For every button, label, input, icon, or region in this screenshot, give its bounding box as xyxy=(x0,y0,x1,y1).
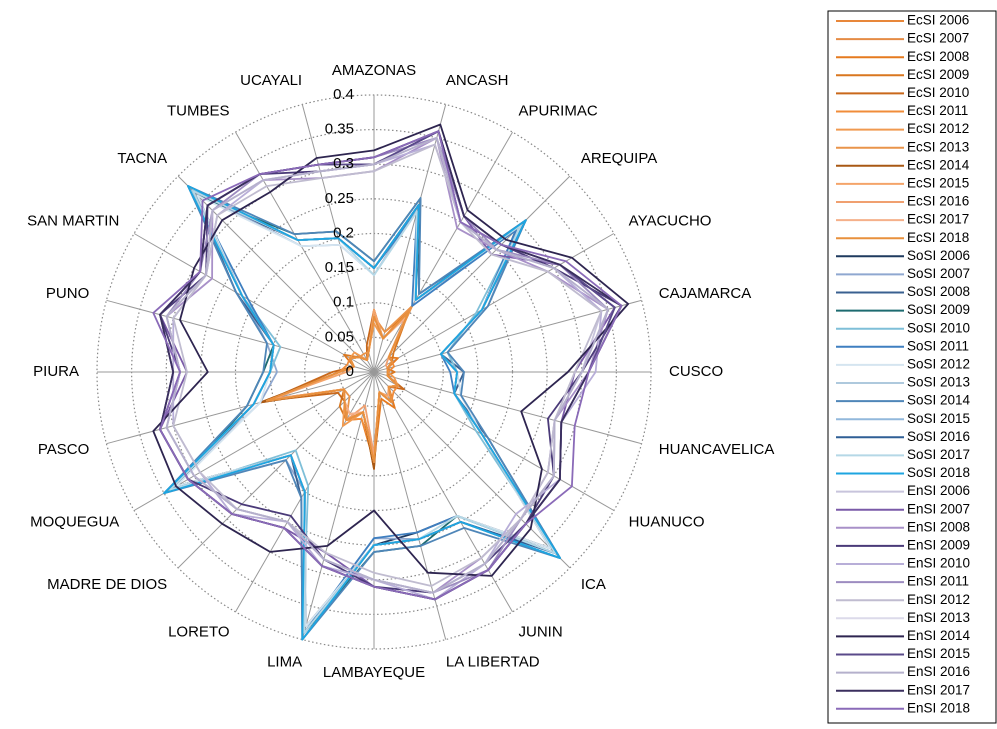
radial-tick-label: 0.15 xyxy=(325,259,354,276)
spoke xyxy=(106,371,375,445)
legend-label: EnSI 2014 xyxy=(907,628,971,643)
legend-label: EnSI 2009 xyxy=(907,537,970,552)
radial-tick-label: 0.1 xyxy=(333,294,354,311)
category-label: HUANUCO xyxy=(629,513,705,530)
legend-label: EnSI 2018 xyxy=(907,700,970,715)
category-label: AYACUCHO xyxy=(629,212,712,229)
legend-label: EcSI 2017 xyxy=(907,212,969,227)
legend-label: SoSI 2013 xyxy=(907,375,970,390)
legend-label: SoSI 2009 xyxy=(907,302,970,317)
legend-label: EnSI 2013 xyxy=(907,610,970,625)
legend-label: EcSI 2009 xyxy=(907,67,969,82)
category-label: AREQUIPA xyxy=(581,150,657,167)
spoke xyxy=(373,371,447,640)
legend-label: EcSI 2007 xyxy=(907,31,969,46)
spoke xyxy=(373,371,615,511)
legend-label: SoSI 2017 xyxy=(907,447,970,462)
category-label: APURIMAC xyxy=(519,102,598,119)
legend-label: EcSI 2012 xyxy=(907,121,969,136)
radial-tick-label: 0.4 xyxy=(333,86,354,103)
series-line xyxy=(152,123,630,577)
category-label: SAN MARTIN xyxy=(27,212,119,229)
legend-label: EnSI 2006 xyxy=(907,483,970,498)
series-line xyxy=(163,185,561,641)
category-label: PASCO xyxy=(38,441,89,458)
legend-label: EcSI 2015 xyxy=(907,175,969,190)
spoke xyxy=(373,371,513,613)
spoke xyxy=(373,233,615,373)
category-label: PIURA xyxy=(33,363,79,380)
series-line xyxy=(266,311,410,463)
series-line xyxy=(152,130,623,601)
spoke xyxy=(373,299,642,373)
radial-tick-label: 0.3 xyxy=(333,155,354,172)
spoke xyxy=(235,131,375,373)
category-label: LAMBAYEQUE xyxy=(323,664,425,681)
legend-label: EcSI 2018 xyxy=(907,230,969,245)
spoke xyxy=(373,104,447,373)
legend-label: EnSI 2016 xyxy=(907,664,970,679)
spoke xyxy=(133,233,375,373)
category-label: JUNIN xyxy=(519,624,563,641)
category-label: TUMBES xyxy=(167,102,230,119)
radial-tick-label: 0.2 xyxy=(333,224,354,241)
spoke xyxy=(373,371,642,445)
category-label: CAJAMARCA xyxy=(659,285,752,302)
category-label: LIMA xyxy=(267,654,302,671)
radial-tick-label: 0.35 xyxy=(325,121,354,138)
radial-tick-label: 0.05 xyxy=(325,328,354,345)
category-label: ANCASH xyxy=(446,72,509,89)
legend-label: EcSI 2013 xyxy=(907,139,969,154)
legend-label: SoSI 2006 xyxy=(907,248,970,263)
legend-label: SoSI 2007 xyxy=(907,266,970,281)
legend-label: EnSI 2010 xyxy=(907,556,970,571)
legend-label: SoSI 2016 xyxy=(907,429,970,444)
legend-label: EcSI 2006 xyxy=(907,13,969,28)
spoke xyxy=(373,131,513,373)
category-label: MOQUEGUA xyxy=(30,513,119,530)
category-label: AMAZONAS xyxy=(332,62,416,79)
category-label: PUNO xyxy=(46,285,89,302)
series-line xyxy=(163,185,561,641)
legend-label: SoSI 2014 xyxy=(907,393,971,408)
category-label: CUSCO xyxy=(669,363,723,380)
legend-label: EcSI 2014 xyxy=(907,157,970,172)
legend-label: EcSI 2010 xyxy=(907,85,969,100)
legend-label: EnSI 2008 xyxy=(907,519,970,534)
legend-label: SoSI 2018 xyxy=(907,465,970,480)
category-label: TACNA xyxy=(117,150,167,167)
category-label: ICA xyxy=(581,576,606,593)
legend-label: SoSI 2010 xyxy=(907,320,970,335)
category-label: LORETO xyxy=(168,624,229,641)
legend-label: SoSI 2012 xyxy=(907,356,970,371)
legend-label: SoSI 2015 xyxy=(907,411,970,426)
radial-tick-label: 0 xyxy=(346,363,354,380)
category-label: UCAYALI xyxy=(240,72,302,89)
spoke xyxy=(133,371,375,511)
spoke xyxy=(373,371,571,569)
spoke xyxy=(177,175,375,373)
category-label: HUANCAVELICA xyxy=(659,441,775,458)
spoke xyxy=(106,299,375,373)
legend-label: SoSI 2011 xyxy=(907,338,969,353)
legend-label: EnSI 2017 xyxy=(907,682,970,697)
spoke xyxy=(373,175,571,373)
spoke xyxy=(301,371,375,640)
legend-label: EnSI 2007 xyxy=(907,501,970,516)
legend-label: EnSI 2015 xyxy=(907,646,970,661)
category-label: MADRE DE DIOS xyxy=(47,576,167,593)
category-label: LA LIBERTAD xyxy=(446,654,540,671)
legend-label: EnSI 2011 xyxy=(907,574,969,589)
legend-label: EcSI 2016 xyxy=(907,194,969,209)
legend-label: EcSI 2011 xyxy=(907,103,968,118)
legend-label: EcSI 2008 xyxy=(907,49,969,64)
legend-label: EnSI 2012 xyxy=(907,592,970,607)
series-line xyxy=(165,137,609,594)
spoke xyxy=(177,371,375,569)
radial-tick-label: 0.25 xyxy=(325,190,354,207)
legend-label: SoSI 2008 xyxy=(907,284,970,299)
